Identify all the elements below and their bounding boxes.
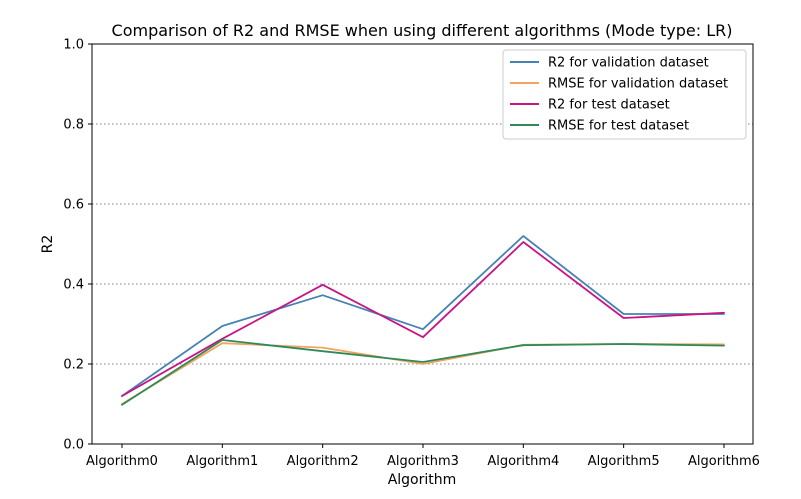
x-tick-label: Algorithm2 [287, 454, 359, 469]
chart-title: Comparison of R2 and RMSE when using dif… [112, 21, 733, 40]
legend-box [502, 49, 747, 140]
y-tick-label: 0.0 [63, 438, 84, 453]
series-line-r2-for-validation-dataset [121, 235, 725, 397]
series-line-rmse-for-test-dataset [121, 339, 725, 406]
x-tick-label: Algorithm1 [186, 454, 258, 469]
legend: R2 for validation dataset RMSE for valida… [502, 49, 747, 140]
legend-label-rmse-for-test-dataset: RMSE for test dataset [548, 119, 689, 134]
y-axis-label: R2 [40, 235, 56, 254]
y-tick-label: 1.0 [63, 38, 84, 53]
legend-label-rmse-for-validation-dataset: RMSE for validation dataset [548, 77, 728, 92]
y-tick-label: 0.6 [63, 198, 84, 213]
x-tick-label: Algorithm3 [387, 454, 459, 469]
series-line-r2-for-test-dataset [121, 241, 725, 397]
legend-label-r2-for-validation-dataset: R2 for validation dataset [548, 56, 709, 71]
x-tick-label: Algorithm4 [487, 454, 559, 469]
x-tick-label: Algorithm6 [688, 454, 760, 469]
legend-label-r2-for-test-dataset: R2 for test dataset [548, 98, 670, 113]
x-tick-label: Algorithm0 [86, 454, 158, 469]
y-axis: 0.0 0.2 0.4 0.6 0.8 1.0 [63, 38, 92, 453]
x-tick-label: Algorithm5 [588, 454, 660, 469]
x-axis-label: Algorithm [388, 472, 457, 488]
y-tick-label: 0.2 [63, 358, 84, 373]
y-tick-label: 0.4 [63, 278, 84, 293]
series-lines [121, 235, 725, 406]
x-axis: Algorithm0 Algorithm1 Algorithm2 Algorithm3… [86, 444, 760, 469]
y-tick-label: 0.8 [63, 118, 84, 133]
